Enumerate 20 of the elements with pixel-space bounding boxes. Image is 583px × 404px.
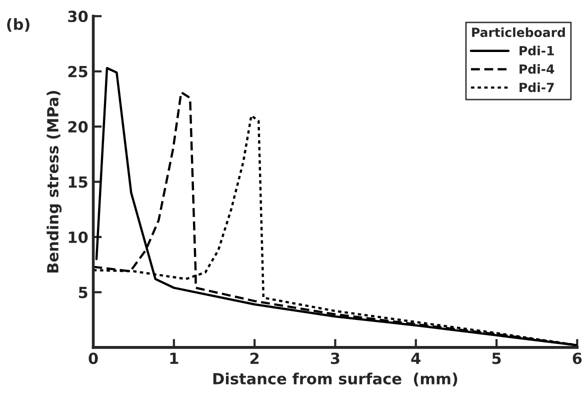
legend-label: Pdi-1 <box>520 46 554 56</box>
y-tick-label: 20 <box>68 121 88 133</box>
text: (b) <box>7 18 30 32</box>
x-tick-label: 4 <box>411 352 420 364</box>
y-tick-label: 15 <box>68 176 88 188</box>
x-tick-label: 3 <box>330 352 340 364</box>
x-tick-label: 1 <box>170 352 178 364</box>
y-tick-label: 30 <box>68 10 88 22</box>
y-tick-label: 5 <box>78 286 88 298</box>
legend-label: Pdi-7 <box>520 82 554 92</box>
x-axis-title: Distance from surface (mm) <box>213 372 458 386</box>
y-tick-label: 25 <box>68 66 88 78</box>
x-tick-label: 5 <box>492 352 501 364</box>
x-tick-label: 2 <box>250 352 259 364</box>
legend-title: Particleboard <box>472 27 565 38</box>
legend-label: Pdi-4 <box>520 64 554 74</box>
y-axis-title: Bending stress (MPa) <box>46 90 62 273</box>
y-tick-label: 10 <box>68 231 88 244</box>
x-tick-label: 0 <box>88 352 98 364</box>
x-tick-label: 6 <box>572 352 582 364</box>
